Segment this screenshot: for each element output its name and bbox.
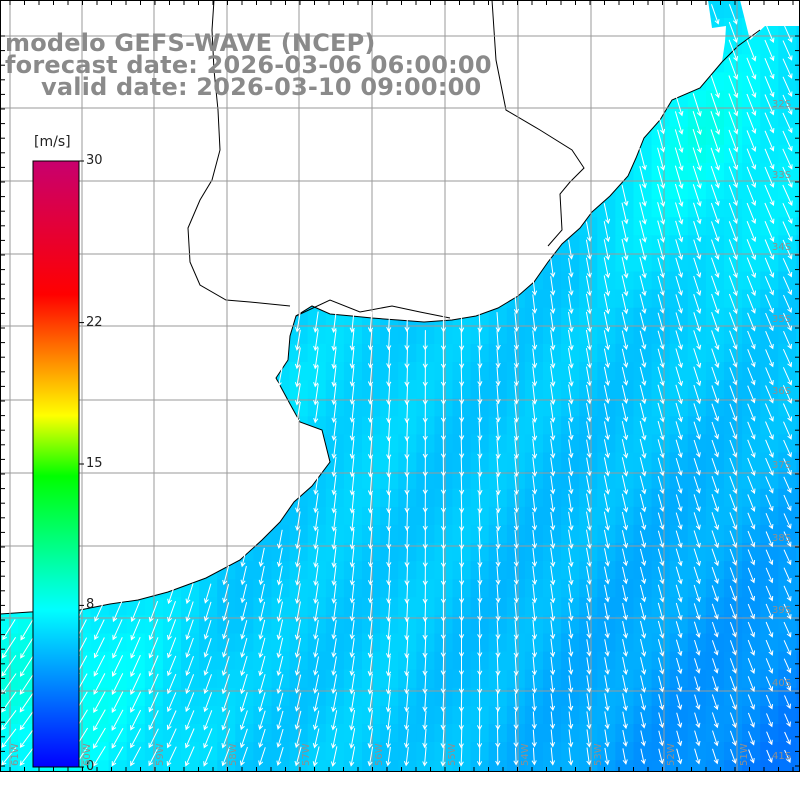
colorbar-tick-label: 0 [86, 759, 95, 774]
longitude-label: 56W [374, 743, 385, 766]
colorbar-tick-label: 22 [86, 315, 103, 330]
latitude-label: 38S [772, 533, 792, 544]
latitude-label: 33S [772, 170, 792, 181]
colorbar-unit: [m/s] [34, 134, 71, 150]
colorbar-ticks [79, 160, 84, 768]
model-title: modelo GEFS-WAVE (NCEP) [5, 29, 376, 57]
longitude-label: 58W [228, 743, 239, 766]
colorbar-tick-label: 15 [86, 456, 103, 471]
longitude-label: 57W [301, 743, 312, 766]
latitude-label: 40S [772, 678, 792, 689]
colorbar-tick-label: 30 [86, 153, 103, 168]
wind-arrows [1, 4, 793, 767]
longitude-label: 60W [82, 743, 93, 766]
longitude-label: 59W [155, 743, 166, 766]
longitude-label: 52W [666, 743, 677, 766]
estuary-shore [295, 299, 451, 319]
forecast-date: forecast date: 2026-03-06 06:00:00 [5, 51, 492, 79]
longitude-label: 51W [739, 743, 750, 766]
land-mask [0, 0, 800, 614]
latitude-label: 35S [772, 314, 792, 325]
latitude-label: 41S [772, 751, 792, 762]
colorbar-tick-label: 8 [86, 597, 95, 612]
coastline-main [0, 29, 761, 615]
border-river [187, 0, 291, 307]
frame-ticks [0, 0, 800, 772]
land-area [0, 0, 726, 614]
border-inland [491, 0, 585, 247]
valid-date: valid date: 2026-03-10 09:00:00 [41, 73, 482, 101]
longitude-label: 55W [447, 743, 458, 766]
latitude-label: 34S [772, 242, 792, 253]
coastline [0, 0, 761, 615]
latitude-label: 36S [772, 386, 792, 397]
longitude-label: 54W [520, 743, 531, 766]
upper-right-corner-land [740, 0, 800, 40]
longitude-label: 61W [10, 743, 21, 766]
longitude-label: 53W [593, 743, 604, 766]
latitude-label: 32S [772, 99, 792, 110]
colorbar [32, 160, 80, 768]
latitude-label: 37S [772, 460, 792, 471]
latitude-label: 39S [772, 605, 792, 616]
lat-lon-grid [0, 0, 800, 772]
